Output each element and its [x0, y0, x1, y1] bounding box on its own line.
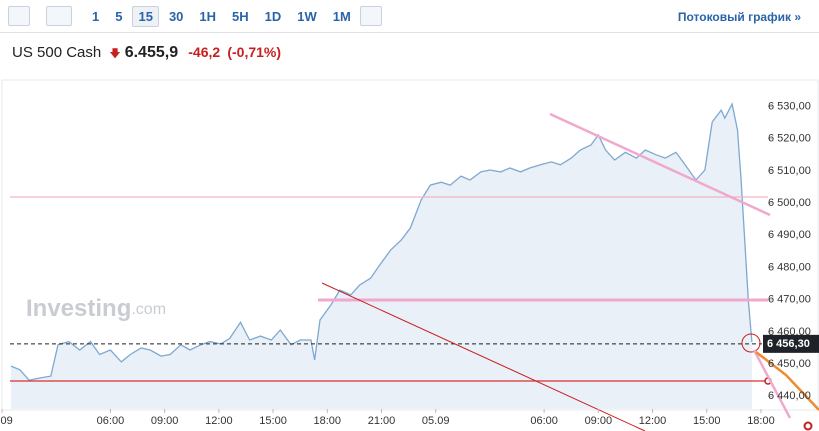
drawn-arrow [755, 351, 819, 411]
y-tick-label: 6 530,00 [768, 100, 811, 112]
price-line [10, 102, 753, 381]
drawn-trendline [549, 112, 771, 217]
y-tick-label: 6 480,00 [768, 261, 811, 273]
x-tick-label: 21:00 [368, 415, 396, 427]
x-tick-label: 4.09 [0, 415, 13, 427]
x-tick-label: 06:00 [97, 415, 125, 427]
table-icon[interactable] [360, 6, 382, 26]
drawn-arrow [752, 349, 792, 419]
watermark-main: Investing [26, 295, 131, 322]
price: 6.455,9 [124, 44, 179, 61]
last-price-box [763, 334, 819, 353]
interval-button[interactable]: 1H [199, 9, 217, 24]
x-tick-label: 05.09 [422, 415, 450, 427]
y-tick-label: 6 490,00 [768, 229, 811, 241]
x-tick-label: 12:00 [639, 415, 667, 427]
drawn-trendline [321, 282, 646, 431]
toolbar: 1 5 15 30 1H 5H 1D 1W 1M Потоковый график » [0, 0, 819, 33]
change: -46,2 [188, 44, 221, 60]
drawn-point [803, 421, 813, 431]
watermark-text: Investing.com [26, 295, 166, 322]
area-fill [11, 104, 752, 409]
x-tick-label: 12:00 [205, 415, 233, 427]
area-icon[interactable] [46, 6, 72, 26]
interval-button[interactable]: 30 [168, 9, 184, 24]
x-tick-label: 09:00 [151, 415, 179, 427]
interval-list: 1 5 15 30 1H 5H 1D 1W 1M [86, 6, 357, 27]
x-tick-label: 18:00 [747, 415, 775, 427]
y-tick-label: 6 450,00 [768, 358, 811, 370]
plot-frame [1, 79, 819, 411]
x-tick-label: 15:00 [693, 415, 721, 427]
change-pct: (-0,71%) [227, 44, 282, 60]
interval-button[interactable]: 5 [115, 9, 123, 24]
watermark: Investing.com [26, 295, 166, 322]
last-price-label: 6 456,30 [767, 338, 810, 350]
interval-button[interactable]: 1M [332, 9, 351, 24]
interval-button[interactable]: 15 [132, 6, 159, 27]
x-tick-label: 06:00 [530, 415, 558, 427]
y-tick-label: 6 510,00 [768, 165, 811, 177]
stream-link[interactable]: Потоковый график » [677, 10, 801, 24]
x-tick-label: 09:00 [585, 415, 613, 427]
interval-button[interactable]: 1W [297, 9, 317, 24]
axes: 6 440,00 6 450,00 6 460,00 6 470,00 6 480,00… [0, 100, 819, 427]
y-tick-label: 6 520,00 [768, 133, 811, 145]
drawn-circle [741, 333, 761, 353]
y-tick-label: 6 460,00 [768, 326, 811, 338]
instrument: US 500 Cash [12, 44, 102, 61]
y-tick-label: 6 440,00 [768, 390, 811, 402]
interval-button[interactable]: 1 [92, 9, 100, 24]
candle-icon[interactable] [8, 6, 30, 26]
watermark-suffix: .com [131, 301, 166, 318]
drawings [10, 112, 819, 431]
plot [10, 102, 762, 409]
interval-button[interactable]: 1D [264, 9, 282, 24]
down-arrow: 🡇 [109, 48, 121, 60]
y-tick-label: 6 470,00 [768, 294, 811, 306]
x-tick-label: 15:00 [259, 415, 287, 427]
y-tick-label: 6 500,00 [768, 197, 811, 209]
x-tick-label: 18:00 [314, 415, 342, 427]
quote-header: US 500 Cash 🡇 6.455,9 -46,2 (-0,71%) [12, 44, 281, 64]
interval-button[interactable]: 5H [232, 9, 249, 24]
